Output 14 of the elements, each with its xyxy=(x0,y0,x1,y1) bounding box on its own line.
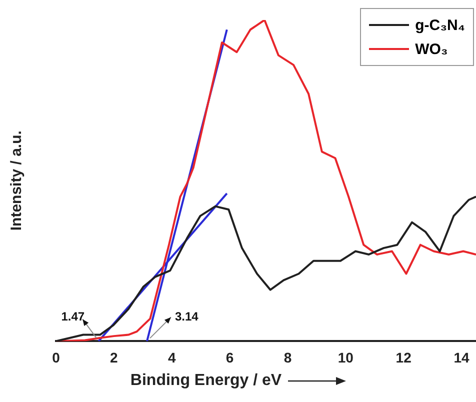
x-axis-title: Binding Energy / eV xyxy=(130,372,282,389)
annotation: 1.47 xyxy=(61,310,85,324)
annotation: 3.14 xyxy=(174,310,199,324)
legend-label: WO₃ xyxy=(415,40,448,58)
x-tick-label: 10 xyxy=(338,349,354,366)
legend-label: g-C₃N₄ xyxy=(415,16,465,34)
x-tick-label: 6 xyxy=(226,349,234,366)
y-axis-title: Intensity / a.u. xyxy=(8,130,26,231)
x-tick-label: 0 xyxy=(52,349,60,366)
x-tick-label: 8 xyxy=(284,349,292,366)
x-tick-label: 14 xyxy=(454,349,470,366)
x-tick-label: 2 xyxy=(110,349,118,366)
x-tick-label: 12 xyxy=(396,349,412,366)
x-tick-label: 4 xyxy=(168,349,176,366)
